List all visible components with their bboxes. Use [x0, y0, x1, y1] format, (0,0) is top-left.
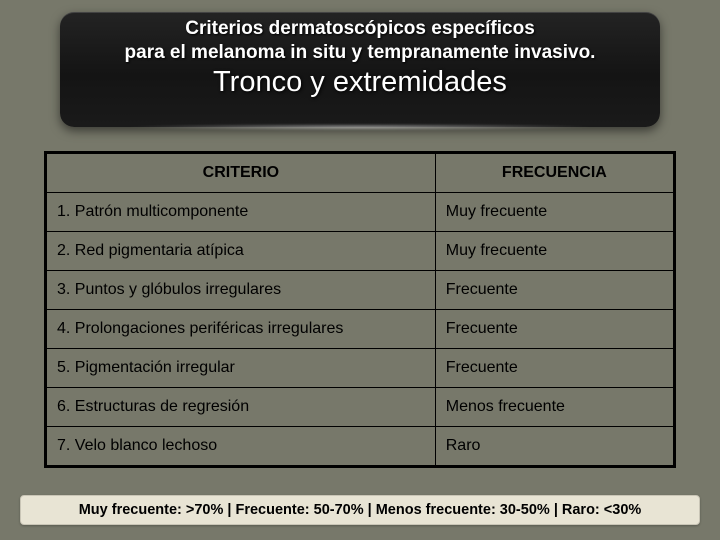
title-line1-bold: dermatoscópicos específicos: [269, 18, 535, 39]
cell-criterio: 2. Red pigmentaria atípica: [47, 232, 436, 271]
cell-frecuencia: Muy frecuente: [435, 232, 673, 271]
legend-bar: Muy frecuente: >70% | Frecuente: 50-70% …: [20, 495, 700, 525]
title-line3: Tronco y extremidades: [60, 66, 660, 99]
cell-criterio: 4. Prolongaciones periféricas irregulare…: [47, 310, 436, 349]
cell-criterio: 3. Puntos y glóbulos irregulares: [47, 271, 436, 310]
col-header-criterio: CRITERIO: [47, 154, 436, 193]
table-row: 1. Patrón multicomponente Muy frecuente: [47, 193, 674, 232]
cell-frecuencia: Frecuente: [435, 271, 673, 310]
cell-criterio: 1. Patrón multicomponente: [47, 193, 436, 232]
table-row: 3. Puntos y glóbulos irregulares Frecuen…: [47, 271, 674, 310]
table-row: 5. Pigmentación irregular Frecuente: [47, 349, 674, 388]
cell-frecuencia: Frecuente: [435, 310, 673, 349]
cell-frecuencia: Frecuente: [435, 349, 673, 388]
criteria-table-container: CRITERIO FRECUENCIA 1. Patrón multicompo…: [44, 151, 676, 468]
table-row: 7. Velo blanco lechoso Raro: [47, 427, 674, 466]
cell-frecuencia: Muy frecuente: [435, 193, 673, 232]
cell-criterio: 5. Pigmentación irregular: [47, 349, 436, 388]
cell-criterio: 6. Estructuras de regresión: [47, 388, 436, 427]
table-row: 2. Red pigmentaria atípica Muy frecuente: [47, 232, 674, 271]
title-line2: para el melanoma in situ y tempranamente…: [60, 42, 660, 64]
header-glow: [120, 124, 600, 130]
criteria-table: CRITERIO FRECUENCIA 1. Patrón multicompo…: [46, 153, 674, 466]
table-row: 4. Prolongaciones periféricas irregulare…: [47, 310, 674, 349]
title-line1-pre: Criterios: [185, 18, 268, 39]
table-row: 6. Estructuras de regresión Menos frecue…: [47, 388, 674, 427]
cell-frecuencia: Raro: [435, 427, 673, 466]
title-panel: Criterios dermatoscópicos específicos pa…: [60, 12, 660, 127]
cell-frecuencia: Menos frecuente: [435, 388, 673, 427]
cell-criterio: 7. Velo blanco lechoso: [47, 427, 436, 466]
table-header-row: CRITERIO FRECUENCIA: [47, 154, 674, 193]
col-header-frecuencia: FRECUENCIA: [435, 154, 673, 193]
